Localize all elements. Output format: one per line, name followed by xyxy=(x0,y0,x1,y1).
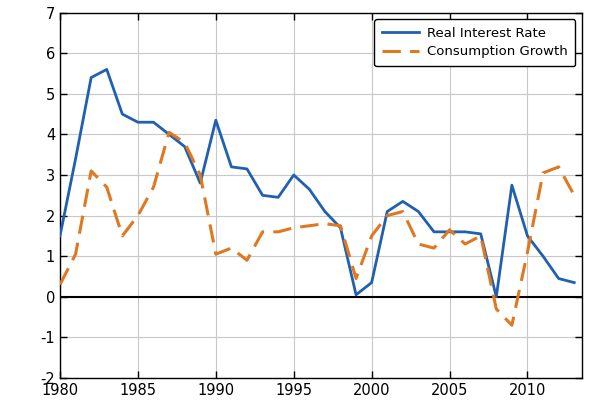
Real Interest Rate xyxy=(306,186,313,192)
Consumption Growth xyxy=(571,193,578,198)
Legend: Real Interest Rate, Consumption Growth: Real Interest Rate, Consumption Growth xyxy=(374,19,575,66)
Real Interest Rate xyxy=(72,156,79,161)
Consumption Growth xyxy=(399,209,406,214)
Consumption Growth xyxy=(212,252,220,257)
Consumption Growth xyxy=(103,185,110,190)
Consumption Growth xyxy=(244,258,251,263)
Real Interest Rate xyxy=(430,229,437,234)
Consumption Growth xyxy=(306,223,313,228)
Consumption Growth xyxy=(555,164,562,169)
Real Interest Rate xyxy=(56,234,64,239)
Consumption Growth xyxy=(524,249,531,255)
Real Interest Rate xyxy=(103,67,110,72)
Real Interest Rate xyxy=(352,292,359,297)
Consumption Growth xyxy=(166,130,173,135)
Real Interest Rate xyxy=(368,280,375,285)
Consumption Growth xyxy=(181,140,188,145)
Real Interest Rate xyxy=(150,120,157,125)
Consumption Growth xyxy=(446,227,453,232)
Real Interest Rate xyxy=(477,231,484,236)
Real Interest Rate xyxy=(555,276,562,281)
Real Interest Rate xyxy=(166,132,173,137)
Consumption Growth xyxy=(134,213,142,218)
Real Interest Rate xyxy=(539,254,547,259)
Consumption Growth xyxy=(352,276,359,281)
Real Interest Rate xyxy=(228,164,235,169)
Real Interest Rate xyxy=(446,229,453,234)
Consumption Growth xyxy=(508,323,515,328)
Real Interest Rate xyxy=(383,209,391,214)
Consumption Growth xyxy=(368,234,375,239)
Real Interest Rate xyxy=(493,294,500,299)
Consumption Growth xyxy=(415,241,422,247)
Consumption Growth xyxy=(493,307,500,312)
Real Interest Rate xyxy=(571,280,578,285)
Real Interest Rate xyxy=(259,193,266,198)
Consumption Growth xyxy=(150,185,157,190)
Real Interest Rate xyxy=(399,199,406,204)
Consumption Growth xyxy=(539,171,547,176)
Consumption Growth xyxy=(477,234,484,239)
Real Interest Rate xyxy=(197,181,204,186)
Real Interest Rate xyxy=(88,75,95,80)
Consumption Growth xyxy=(119,234,126,239)
Consumption Growth xyxy=(461,241,469,247)
Real Interest Rate xyxy=(244,166,251,171)
Consumption Growth xyxy=(228,246,235,251)
Consumption Growth xyxy=(321,221,328,226)
Real Interest Rate xyxy=(119,112,126,117)
Real Interest Rate xyxy=(275,195,282,200)
Consumption Growth xyxy=(383,213,391,218)
Real Interest Rate xyxy=(461,229,469,234)
Consumption Growth xyxy=(72,252,79,257)
Real Interest Rate xyxy=(524,234,531,239)
Real Interest Rate xyxy=(337,225,344,230)
Real Interest Rate xyxy=(181,144,188,149)
Consumption Growth xyxy=(56,282,64,287)
Consumption Growth xyxy=(197,173,204,178)
Consumption Growth xyxy=(275,229,282,234)
Consumption Growth xyxy=(88,168,95,173)
Consumption Growth xyxy=(259,229,266,234)
Real Interest Rate xyxy=(415,209,422,214)
Real Interest Rate xyxy=(290,173,298,178)
Line: Real Interest Rate: Real Interest Rate xyxy=(60,69,574,297)
Real Interest Rate xyxy=(508,183,515,188)
Consumption Growth xyxy=(337,223,344,228)
Line: Consumption Growth: Consumption Growth xyxy=(60,132,574,325)
Consumption Growth xyxy=(290,225,298,230)
Consumption Growth xyxy=(430,246,437,251)
Real Interest Rate xyxy=(134,120,142,125)
Real Interest Rate xyxy=(321,209,328,214)
Real Interest Rate xyxy=(212,118,220,123)
